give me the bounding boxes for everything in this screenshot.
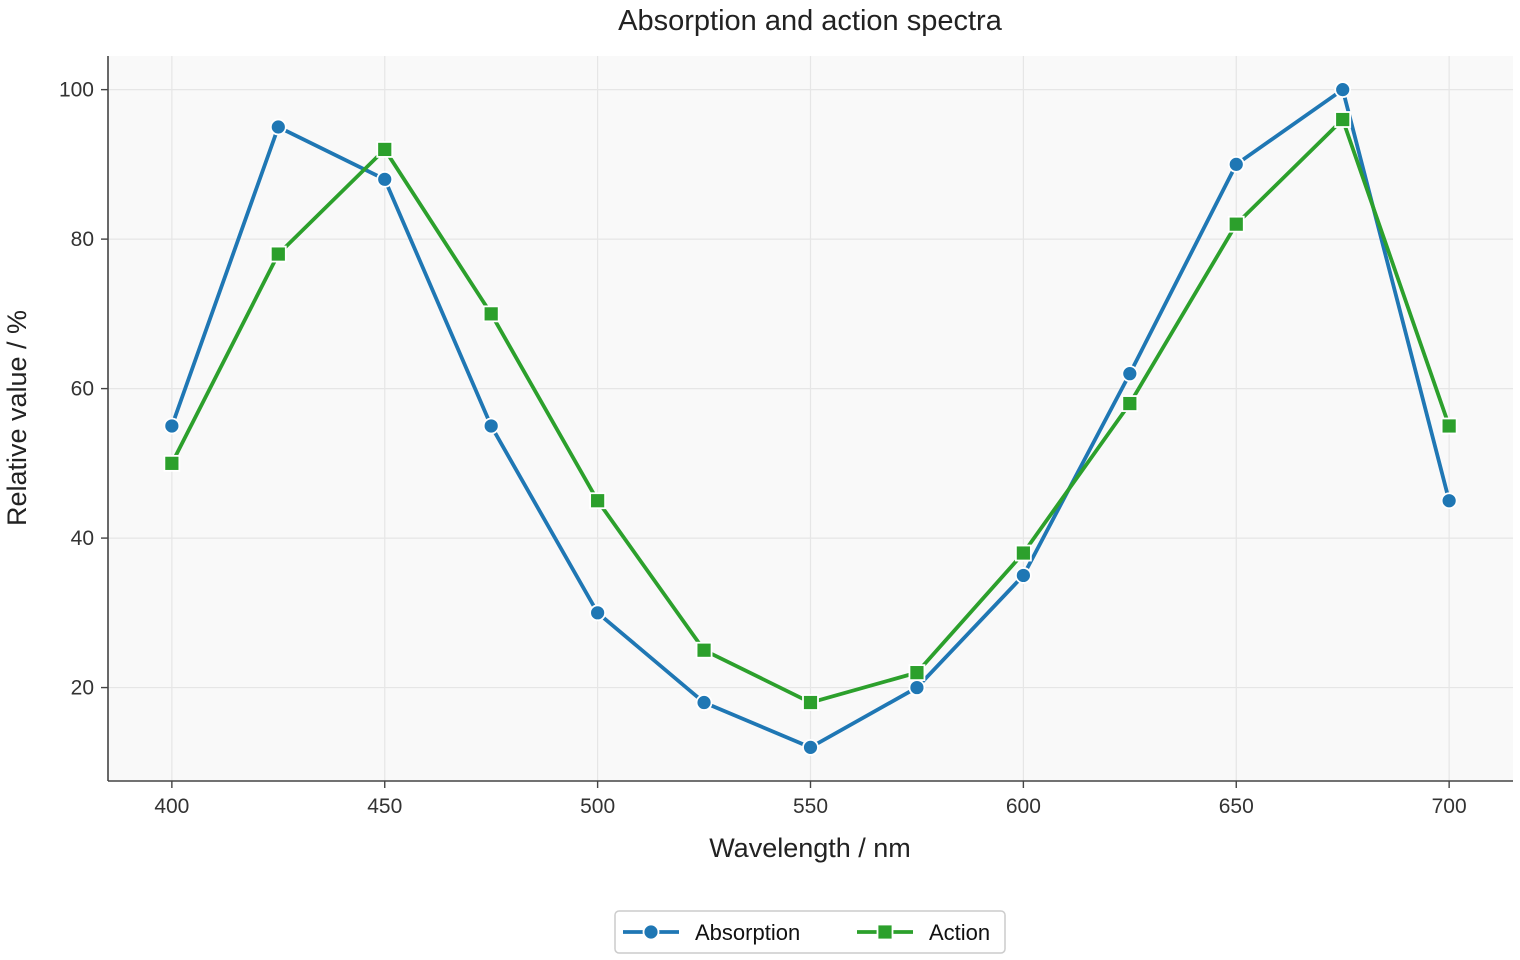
- legend-label: Absorption: [695, 920, 800, 945]
- data-point-absorption: [482, 417, 500, 435]
- data-point-absorption: [1121, 365, 1139, 383]
- data-point-action: [163, 454, 181, 472]
- legend-item-action: Action: [857, 920, 990, 945]
- data-point-action: [269, 245, 287, 263]
- x-tick-label: 400: [154, 795, 189, 818]
- data-point-action: [376, 141, 394, 158]
- x-tick-label: 550: [793, 795, 828, 818]
- data-point-action: [1121, 395, 1139, 412]
- y-tick-label: 60: [71, 378, 94, 401]
- data-point-action: [802, 694, 819, 711]
- series-action: [163, 111, 1458, 711]
- x-tick-label: 450: [367, 795, 402, 818]
- data-point-action: [1440, 417, 1458, 435]
- data-point-action: [1227, 215, 1245, 233]
- legend-label: Action: [929, 920, 990, 945]
- grid: [108, 56, 1513, 781]
- data-point-action: [482, 305, 500, 323]
- legend-item-absorption: Absorption: [623, 920, 800, 945]
- x-tick-label: 650: [1219, 795, 1254, 818]
- data-point-absorption: [163, 417, 181, 435]
- data-point-absorption: [802, 738, 819, 756]
- y-tick-label: 20: [71, 677, 94, 700]
- data-point-absorption: [1014, 567, 1032, 584]
- series-layer: [163, 81, 1458, 756]
- data-point-absorption: [1227, 155, 1245, 173]
- chart-title: Absorption and action spectra: [618, 5, 1003, 37]
- data-point-absorption: [695, 694, 713, 711]
- x-ticks: 400 450 500 550 600 650 700: [154, 781, 1467, 818]
- data-point-action: [908, 664, 926, 682]
- series-absorption: [163, 81, 1458, 756]
- data-point-absorption: [908, 679, 926, 696]
- legend-swatch-marker: [876, 923, 894, 941]
- x-axis-label: Wavelength / nm: [709, 833, 911, 863]
- data-point-absorption: [1334, 81, 1352, 99]
- data-point-absorption: [269, 118, 287, 136]
- legend: Absorption Action: [614, 910, 1006, 954]
- data-point-action: [695, 641, 713, 659]
- y-tick-label: 80: [71, 228, 94, 251]
- x-tick-label: 500: [580, 795, 615, 818]
- data-point-action: [589, 492, 607, 510]
- y-ticks: 20 40 60 80 100: [59, 79, 108, 700]
- x-tick-label: 700: [1432, 795, 1467, 818]
- x-tick-label: 600: [1006, 795, 1041, 818]
- data-point-action: [1334, 111, 1352, 128]
- data-point-absorption: [589, 604, 607, 622]
- data-point-absorption: [376, 170, 394, 188]
- data-point-action: [1014, 544, 1032, 562]
- data-point-absorption: [1440, 492, 1458, 510]
- legend-swatch-marker: [642, 923, 660, 941]
- y-axis-label: Relative value / %: [2, 310, 32, 526]
- legend-box: [614, 910, 1006, 954]
- y-tick-label: 40: [71, 527, 94, 550]
- y-tick-label: 100: [59, 79, 94, 102]
